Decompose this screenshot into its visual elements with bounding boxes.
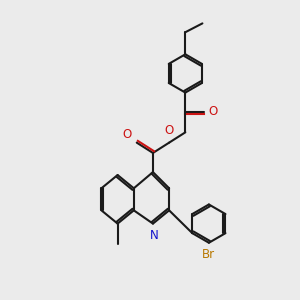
Text: O: O — [122, 128, 131, 141]
Text: O: O — [208, 105, 217, 118]
Text: O: O — [164, 124, 174, 137]
Text: N: N — [150, 229, 159, 242]
Text: Br: Br — [202, 248, 215, 261]
